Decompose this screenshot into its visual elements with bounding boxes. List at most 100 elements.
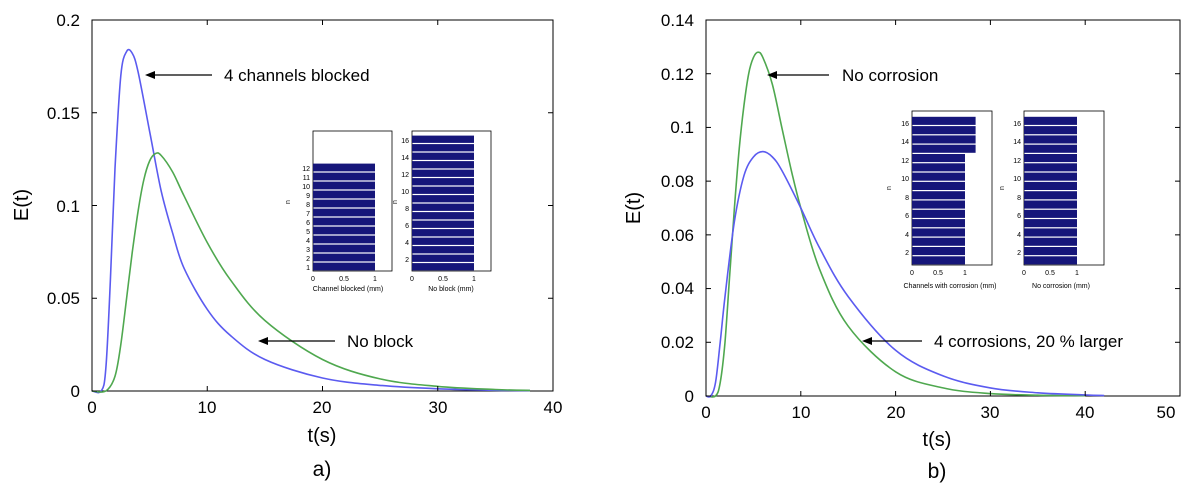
inset-bar: [1024, 237, 1077, 246]
inset-y-label: n: [285, 200, 292, 204]
inset-bar: [912, 219, 965, 228]
inset-bar: [313, 190, 375, 199]
inset-y-tick: 4: [1017, 232, 1021, 239]
inset-bar: [412, 186, 474, 194]
inset-x-tick: 0.5: [1045, 270, 1055, 277]
y-tick-label: 0: [685, 387, 694, 406]
inset-bar: [912, 163, 965, 172]
inset-y-tick: 16: [901, 121, 909, 128]
inset-x-tick: 1: [472, 276, 476, 283]
inset-y-tick: 2: [405, 257, 409, 264]
inset-y-tick: 14: [401, 155, 409, 162]
inset-x-tick: 1: [373, 276, 377, 283]
arrow-head: [862, 337, 872, 345]
inset-x-label: No block (mm): [428, 286, 474, 293]
inset-y-tick: 9: [306, 193, 310, 200]
inset-y-tick: 10: [901, 176, 909, 183]
inset-x-label: No corrosion (mm): [1032, 283, 1090, 290]
panel-caption: b): [928, 460, 947, 483]
y-tick-label: 0.02: [661, 333, 694, 352]
inset-bar: [412, 152, 474, 160]
inset-y-tick: 10: [302, 184, 310, 191]
x-tick-label: 0: [701, 403, 710, 422]
inset-bar: [1024, 144, 1077, 153]
inset-x-label: Channels with corrosion (mm): [904, 283, 997, 290]
inset-bar: [313, 253, 375, 262]
inset-y-tick: 2: [1017, 250, 1021, 257]
y-tick-label: 0.15: [47, 104, 80, 123]
inset-bar: [412, 135, 474, 143]
inset-y-label: n: [886, 186, 893, 190]
panel-caption: a): [313, 458, 332, 481]
inset-y-tick: 5: [306, 229, 310, 236]
y-tick-label: 0.06: [661, 226, 694, 245]
chart-panel-b: 0 0.02 0.04 0.06 0.08 0.1 0.12 0.14 0 10…: [623, 11, 1181, 483]
annotation-label: 4 corrosions, 20 % larger: [934, 332, 1123, 351]
inset-chart: n 1 2 3 4 5 6 7 8 9 10 11 12 0 0.5 1 Cha…: [285, 130, 393, 293]
inset-bar: [313, 163, 375, 172]
inset-y-tick: 8: [905, 195, 909, 202]
inset-y-tick: 8: [306, 202, 310, 209]
inset-bar: [912, 135, 976, 144]
inset-y-tick: 10: [401, 189, 409, 196]
y-tick-label: 0.1: [670, 118, 694, 137]
inset-x-tick: 0: [410, 276, 414, 283]
inset-bars: [412, 135, 474, 271]
x-tick-label: 40: [544, 398, 563, 417]
y-tick-label: 0.14: [661, 11, 694, 30]
inset-x-tick: 0.5: [438, 276, 448, 283]
inset-bar: [1024, 172, 1077, 181]
y-tick-label: 0.2: [56, 11, 80, 30]
inset-y-tick: 2: [306, 256, 310, 263]
inset-y-tick: 16: [401, 138, 409, 145]
series-line-blue: [705, 150, 1105, 398]
inset-bar: [313, 235, 375, 244]
inset-y-tick: 14: [901, 139, 909, 146]
inset-y-tick: 3: [306, 247, 310, 254]
axis-ticks: [91, 19, 554, 392]
inset-y-tick: 7: [306, 211, 310, 218]
inset-bar: [912, 191, 965, 200]
x-tick-label: 20: [887, 403, 906, 422]
y-axis-label: E(t): [11, 189, 33, 221]
inset-bar: [1024, 135, 1077, 144]
y-tick-label: 0: [71, 382, 80, 401]
inset-bar: [912, 228, 965, 237]
inset-y-tick: 6: [405, 223, 409, 230]
x-tick-label: 0: [87, 398, 96, 417]
inset-bar: [912, 144, 976, 153]
series-line-green: [705, 51, 1086, 398]
inset-bar: [412, 178, 474, 186]
inset-bar: [1024, 163, 1077, 172]
inset-bar: [912, 209, 965, 218]
inset-chart: n 2 4 6 8 10 12 14 16 0 0.5 1 No corrosi…: [999, 110, 1105, 290]
inset-bar: [1024, 247, 1077, 256]
inset-y-tick: 4: [405, 240, 409, 247]
inset-bar: [412, 263, 474, 271]
series-line-blue: [91, 48, 531, 394]
inset-bar: [412, 161, 474, 169]
inset-x-tick: 0: [910, 270, 914, 277]
inset-y-tick: 10: [1013, 176, 1021, 183]
inset-bar: [1024, 228, 1077, 237]
inset-bar: [1024, 256, 1077, 265]
inset-bar: [313, 172, 375, 181]
inset-y-tick: 2: [905, 250, 909, 257]
inset-y-tick: 8: [1017, 195, 1021, 202]
arrow-head: [145, 71, 155, 79]
x-tick-label: 30: [981, 403, 1000, 422]
inset-bar: [313, 244, 375, 253]
inset-bar: [1024, 200, 1077, 209]
inset-bar: [313, 262, 375, 271]
inset-bar: [1024, 116, 1077, 125]
arrow-head: [258, 337, 268, 345]
x-tick-label: 10: [198, 398, 217, 417]
inset-bar: [412, 254, 474, 262]
inset-bars: [912, 116, 976, 265]
inset-bar: [912, 126, 976, 135]
inset-bar: [912, 237, 965, 246]
inset-bar: [1024, 191, 1077, 200]
axis-ticks: [705, 19, 1181, 397]
inset-bar: [313, 217, 375, 226]
inset-y-tick: 6: [306, 220, 310, 227]
